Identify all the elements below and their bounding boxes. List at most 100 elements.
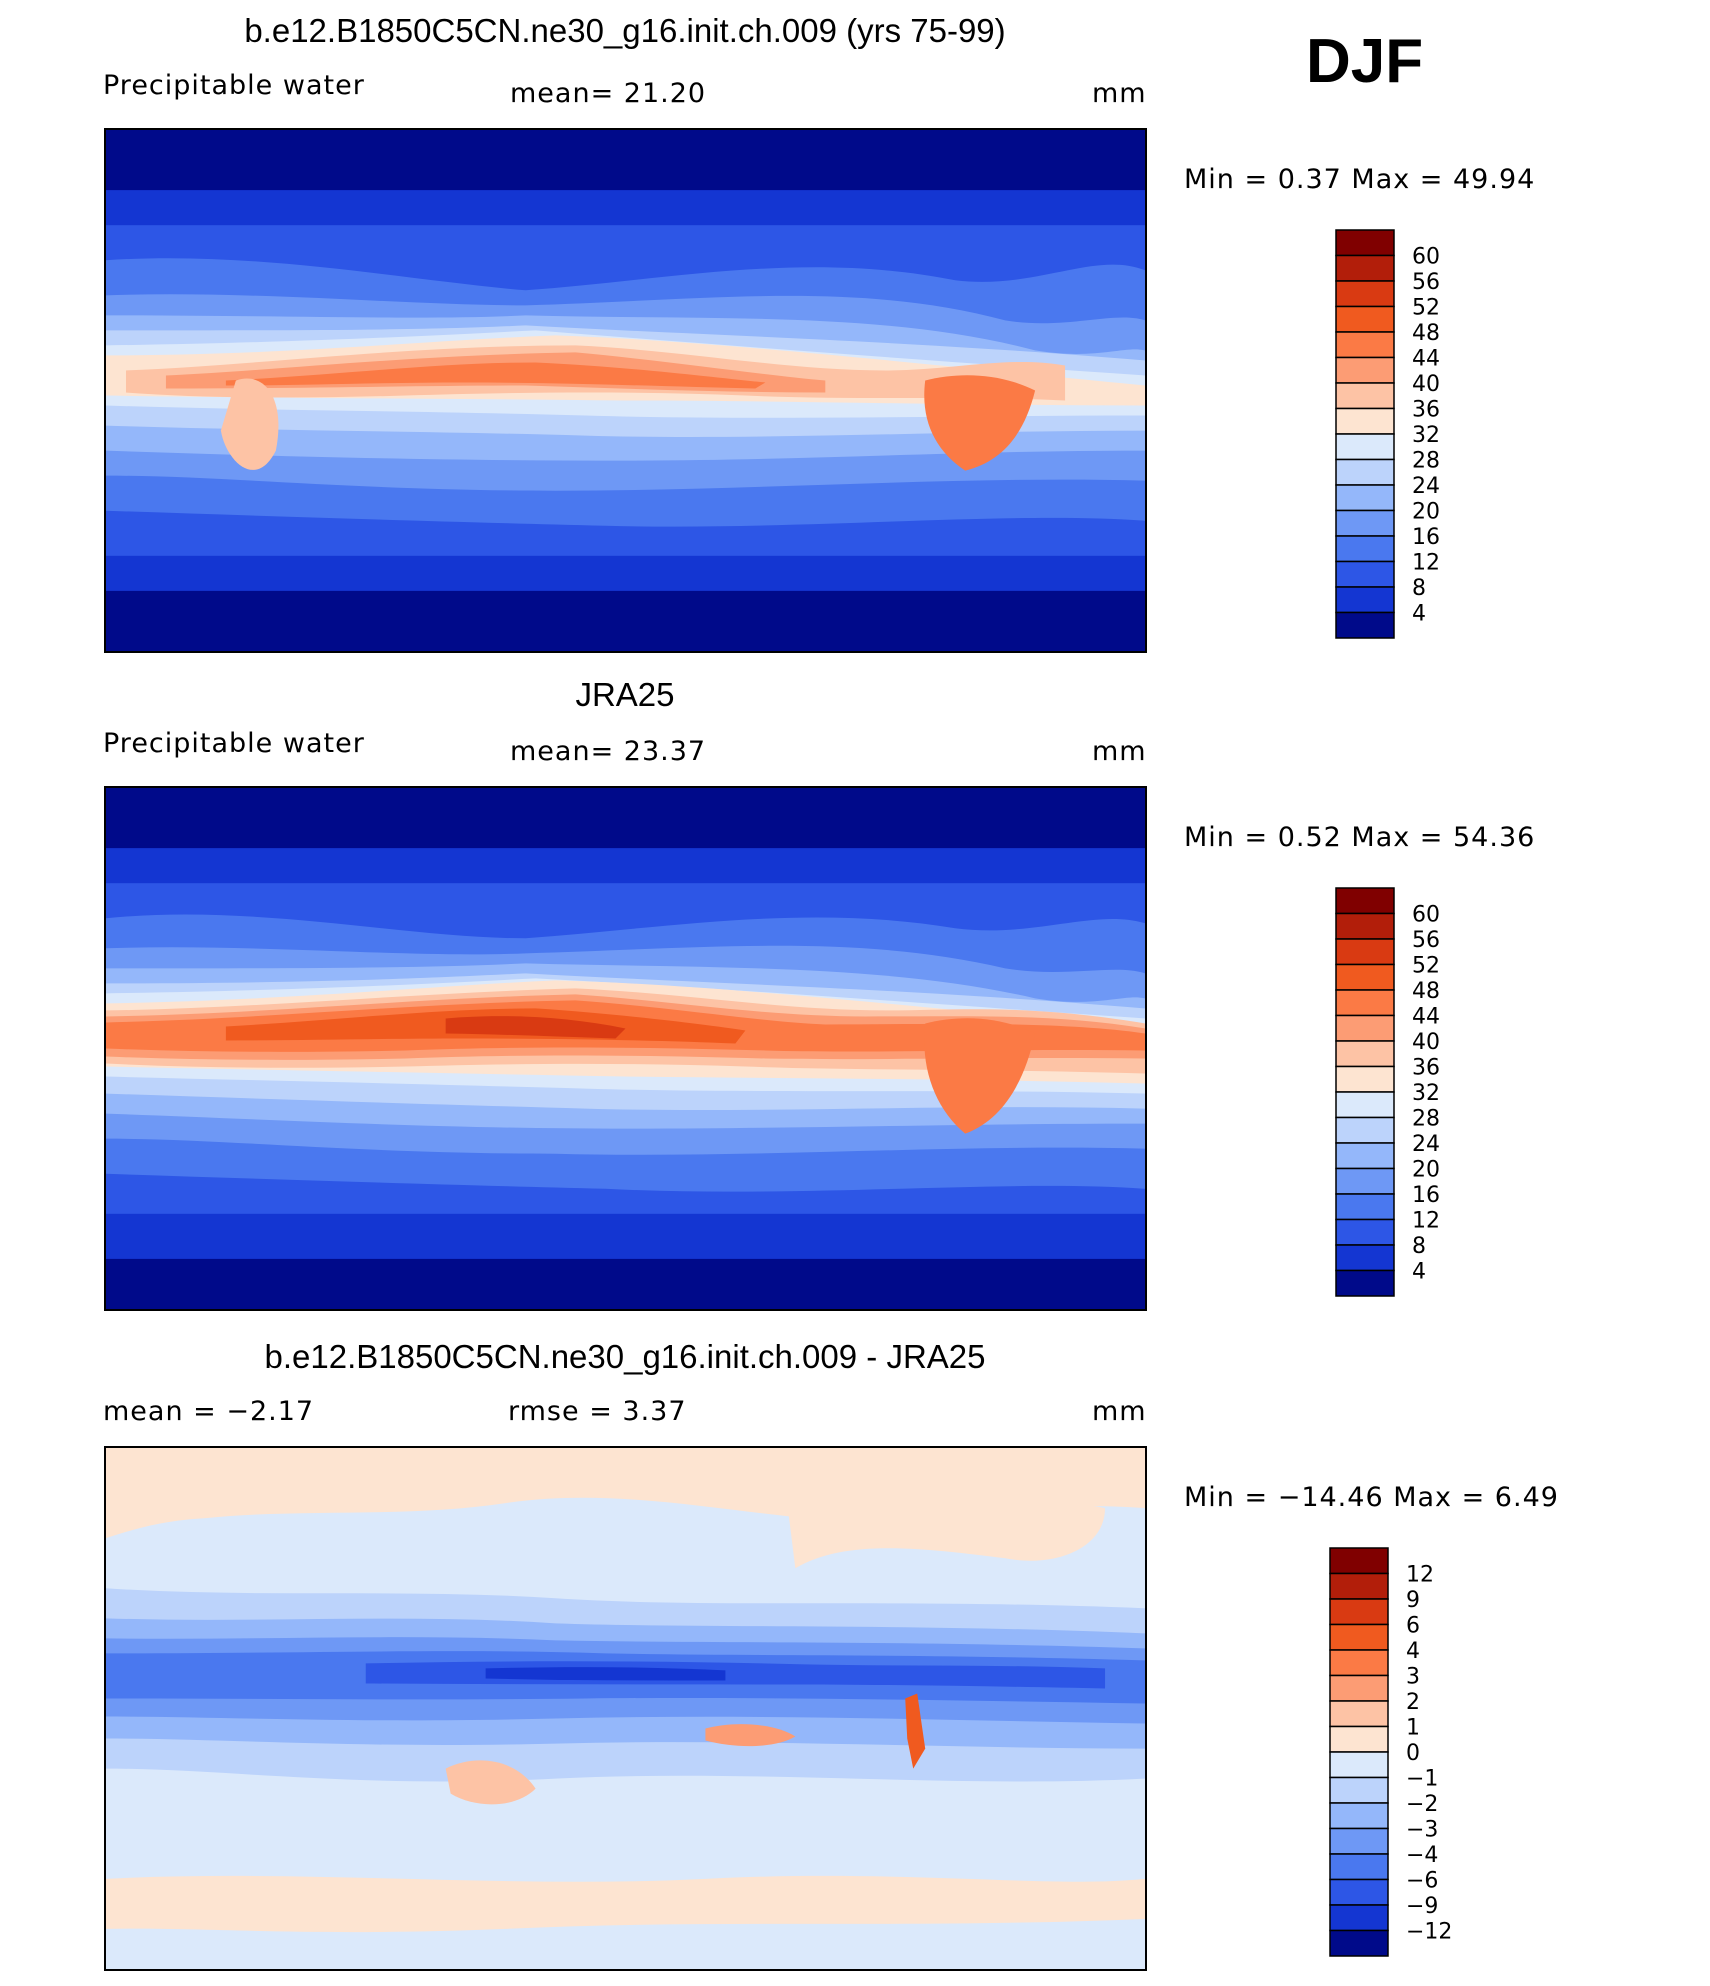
colorbar-swatch	[1335, 1167, 1395, 1195]
colorbar-tick-label: 56	[1412, 928, 1440, 953]
colorbar-swatch	[1335, 1116, 1395, 1144]
panel-3-map	[104, 1446, 1147, 1971]
colorbar-tick-label: 60	[1412, 903, 1440, 928]
panel-1-minmax: Min = 0.37 Max = 49.94	[1184, 164, 1536, 195]
colorbar-swatch	[1335, 1269, 1395, 1297]
panel-3-map-svg	[106, 1448, 1145, 1969]
colorbar-tick-label: 36	[1412, 1056, 1440, 1081]
colorbar-tick-label: 12	[1406, 1563, 1434, 1588]
colorbar-tick-label: 36	[1412, 398, 1440, 423]
colorbar-tick-label: 44	[1412, 1005, 1440, 1030]
panel-1-map	[104, 128, 1147, 653]
colorbar-swatch	[1335, 356, 1395, 384]
colorbar-tick-label: 28	[1412, 1107, 1440, 1132]
colorbar-tick-label: 48	[1412, 979, 1440, 1004]
panel-2-mean-label: mean= 23.37	[510, 736, 707, 767]
panel-2-units-label: mm	[1092, 736, 1147, 767]
colorbar-swatch	[1335, 254, 1395, 282]
panel-1-title: b.e12.B1850C5CN.ne30_g16.init.ch.009 (yr…	[244, 12, 1006, 49]
colorbar-tick-label: 3	[1406, 1665, 1420, 1690]
colorbar-swatch	[1329, 1929, 1389, 1957]
colorbar-tick-label: 16	[1412, 1183, 1440, 1208]
colorbar-tick-label: 56	[1412, 270, 1440, 295]
colorbar-tick-label: −1	[1406, 1767, 1438, 1792]
colorbar-swatch	[1335, 229, 1395, 257]
panel-3-title: b.e12.B1850C5CN.ne30_g16.init.ch.009 - J…	[264, 1338, 986, 1375]
colorbar-tick-label: 12	[1412, 551, 1440, 576]
colorbar-tick-label: 52	[1412, 954, 1440, 979]
colorbar-swatch	[1329, 1725, 1389, 1753]
colorbar-tick-label: 12	[1412, 1209, 1440, 1234]
colorbar-tick-label: 6	[1406, 1614, 1420, 1639]
colorbar-tick-label: −2	[1406, 1792, 1438, 1817]
colorbar-tick-label: 20	[1412, 1158, 1440, 1183]
colorbar-swatch	[1329, 1547, 1389, 1575]
colorbar-swatch	[1335, 305, 1395, 333]
colorbar-swatch	[1335, 280, 1395, 308]
colorbar-tick-label: −3	[1406, 1818, 1438, 1843]
colorbar-swatch	[1335, 331, 1395, 359]
colorbar-swatch	[1335, 938, 1395, 966]
panel-2-colorbar: 60 56 52 48 44 40 36 32 28 24 20 16 12 8 4	[1334, 886, 1554, 1301]
colorbar-swatch	[1335, 1193, 1395, 1221]
colorbar-swatch	[1335, 1218, 1395, 1246]
colorbar-tick-label: 32	[1412, 423, 1440, 448]
colorbar-swatch	[1329, 1827, 1389, 1855]
colorbar-swatch	[1335, 1091, 1395, 1119]
colorbar-tick-label: 40	[1412, 372, 1440, 397]
colorbar-swatch	[1335, 484, 1395, 512]
colorbar-tick-label: 52	[1412, 296, 1440, 321]
colorbar-tick-label: 8	[1412, 1234, 1426, 1259]
colorbar-tick-label: 2	[1406, 1690, 1420, 1715]
colorbar-swatch	[1329, 1700, 1389, 1728]
colorbar-tick-label: 8	[1412, 576, 1426, 601]
colorbar-tick-label: −6	[1406, 1869, 1438, 1894]
colorbar-tick-label: 4	[1406, 1639, 1420, 1664]
colorbar-tick-label: 24	[1412, 474, 1440, 499]
panel-2-map	[104, 786, 1147, 1311]
colorbar-swatch	[1329, 1649, 1389, 1677]
colorbar-swatch	[1329, 1572, 1389, 1600]
colorbar-tick-label: 24	[1412, 1132, 1440, 1157]
panel-3-colorbar: 12 9 6 4 3 2 1 0 −1 −2 −3 −4 −6 −9 −12	[1328, 1546, 1554, 1961]
colorbar-swatch	[1335, 1014, 1395, 1042]
colorbar-tick-label: 20	[1412, 500, 1440, 525]
panel-1-colorbar: 60 56 52 48 44 40 36 32 28 24 20 16 12 8 4	[1334, 228, 1554, 643]
colorbar-swatch	[1335, 1244, 1395, 1272]
colorbar-tick-label: 28	[1412, 449, 1440, 474]
colorbar-tick-label: −12	[1406, 1920, 1452, 1945]
colorbar-tick-label: 44	[1412, 347, 1440, 372]
colorbar-swatch	[1335, 407, 1395, 435]
colorbar-swatch	[1329, 1776, 1389, 1804]
colorbar-swatch	[1329, 1853, 1389, 1881]
colorbar-swatch	[1335, 458, 1395, 486]
panel-2-variable-label: Precipitable water	[103, 728, 365, 759]
colorbar-swatch	[1335, 887, 1395, 915]
panel-1-variable-label: Precipitable water	[103, 70, 365, 101]
colorbar-swatch	[1335, 1040, 1395, 1068]
panel-3-minmax: Min = −14.46 Max = 6.49	[1184, 1482, 1559, 1513]
colorbar-tick-label: 1	[1406, 1716, 1420, 1741]
colorbar-swatch	[1329, 1674, 1389, 1702]
colorbar-swatch	[1329, 1623, 1389, 1651]
colorbar-swatch	[1329, 1598, 1389, 1626]
colorbar-tick-label: 48	[1412, 321, 1440, 346]
colorbar-tick-label: 16	[1412, 525, 1440, 550]
panel-3-mean-label: mean = −2.17	[103, 1396, 315, 1427]
panel-3-units-label: mm	[1092, 1396, 1147, 1427]
colorbar-swatch	[1329, 1802, 1389, 1830]
panel-2-title: JRA25	[575, 676, 675, 713]
panel-2-minmax: Min = 0.52 Max = 54.36	[1184, 822, 1536, 853]
colorbar-tick-label: 9	[1406, 1588, 1420, 1613]
colorbar-swatch	[1335, 535, 1395, 563]
colorbar-tick-label: −4	[1406, 1843, 1438, 1868]
colorbar-swatch	[1335, 1142, 1395, 1170]
colorbar-tick-label: −9	[1406, 1894, 1438, 1919]
colorbar-swatch	[1329, 1904, 1389, 1932]
season-label: DJF	[1306, 27, 1424, 96]
colorbar-swatch	[1335, 963, 1395, 991]
panel-1-mean-label: mean= 21.20	[510, 78, 707, 109]
